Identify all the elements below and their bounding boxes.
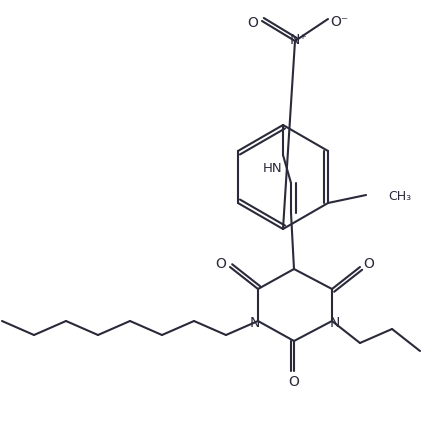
Text: N: N (250, 315, 260, 329)
Text: O: O (248, 16, 258, 30)
Text: CH₃: CH₃ (388, 190, 411, 203)
Text: N: N (330, 315, 340, 329)
Text: O⁻: O⁻ (330, 15, 348, 29)
Text: O: O (288, 374, 299, 388)
Text: N⁺: N⁺ (289, 33, 307, 47)
Text: O: O (364, 256, 374, 271)
Text: HN: HN (263, 161, 283, 174)
Text: O: O (216, 256, 226, 271)
